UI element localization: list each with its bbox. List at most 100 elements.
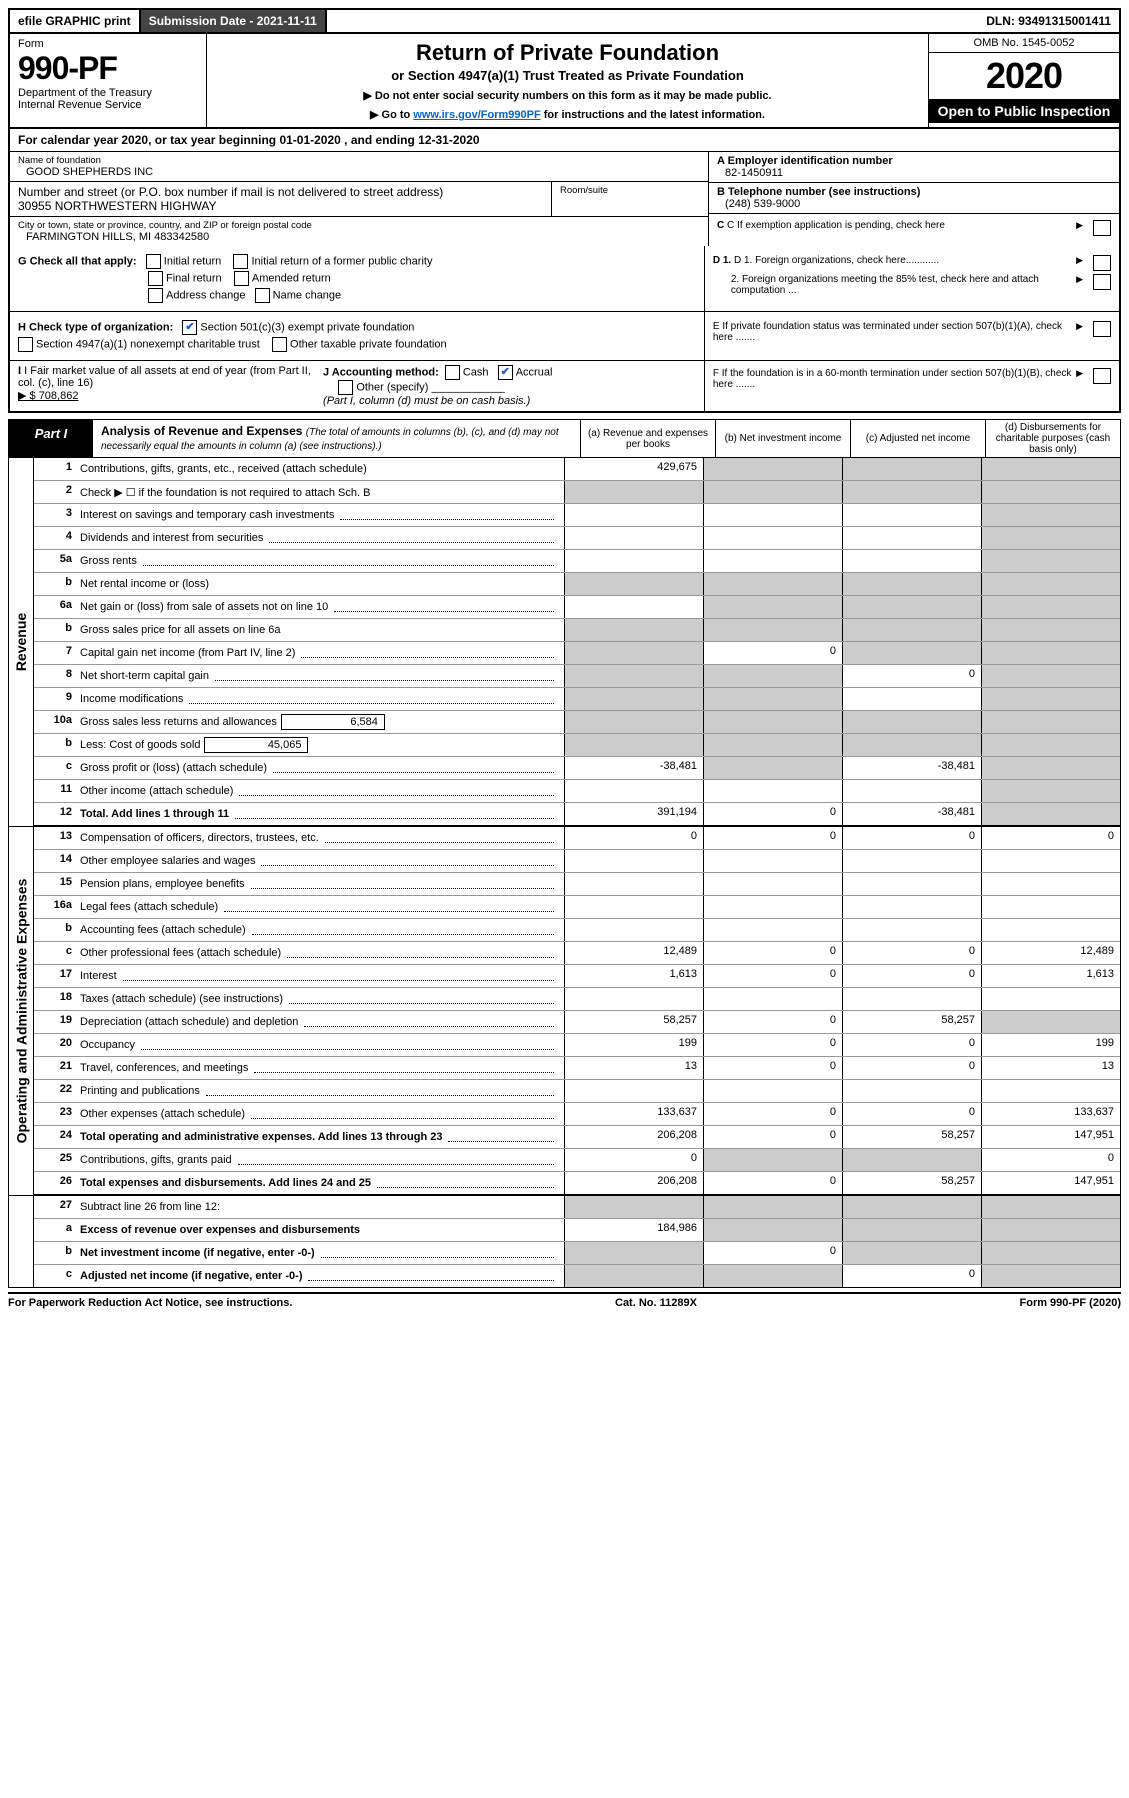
table-row: 8Net short-term capital gain0 bbox=[34, 665, 1120, 688]
checkbox-accrual[interactable] bbox=[498, 365, 513, 380]
col-d-header: (d) Disbursements for charitable purpose… bbox=[986, 420, 1120, 457]
checkbox-final-return[interactable] bbox=[148, 271, 163, 286]
table-row: 25Contributions, gifts, grants paid00 bbox=[34, 1149, 1120, 1172]
checkbox-f[interactable] bbox=[1093, 368, 1111, 384]
room-suite-label: Room/suite bbox=[551, 182, 708, 216]
table-row: 18Taxes (attach schedule) (see instructi… bbox=[34, 988, 1120, 1011]
table-row: 15Pension plans, employee benefits bbox=[34, 873, 1120, 896]
checkbox-other-taxable[interactable] bbox=[272, 337, 287, 352]
e-label: E If private foundation status was termi… bbox=[713, 321, 1076, 343]
d2-label: 2. Foreign organizations meeting the 85%… bbox=[713, 274, 1076, 296]
f-label: F If the foundation is in a 60-month ter… bbox=[713, 368, 1076, 390]
checkbox-501c3[interactable] bbox=[182, 320, 197, 335]
entity-block: Name of foundation GOOD SHEPHERDS INC Nu… bbox=[8, 152, 1121, 246]
address: 30955 NORTHWESTERN HIGHWAY bbox=[18, 199, 543, 213]
calendar-year: For calendar year 2020, or tax year begi… bbox=[8, 129, 1121, 152]
checkbox-amended[interactable] bbox=[234, 271, 249, 286]
checkbox-initial-former[interactable] bbox=[233, 254, 248, 269]
form-subtitle: or Section 4947(a)(1) Trust Treated as P… bbox=[215, 68, 920, 83]
footer-cat: Cat. No. 11289X bbox=[615, 1297, 697, 1309]
expenses-table: Operating and Administrative Expenses 13… bbox=[8, 827, 1121, 1196]
table-row: bNet investment income (if negative, ent… bbox=[34, 1242, 1120, 1265]
form-number: 990-PF bbox=[18, 50, 198, 87]
checkbox-e[interactable] bbox=[1093, 321, 1111, 337]
instruction-1: ▶ Do not enter social security numbers o… bbox=[215, 89, 920, 102]
checkbox-c[interactable] bbox=[1093, 220, 1111, 236]
h-label: H Check type of organization: bbox=[18, 321, 173, 333]
table-row: 2Check ▶ ☐ if the foundation is not requ… bbox=[34, 481, 1120, 504]
table-row: 5aGross rents bbox=[34, 550, 1120, 573]
j-note: (Part I, column (d) must be on cash basi… bbox=[323, 395, 530, 407]
table-row: aExcess of revenue over expenses and dis… bbox=[34, 1219, 1120, 1242]
checkbox-address-change[interactable] bbox=[148, 288, 163, 303]
g-label: G Check all that apply: bbox=[18, 255, 137, 267]
table-row: bLess: Cost of goods sold45,065 bbox=[34, 734, 1120, 757]
table-row: 3Interest on savings and temporary cash … bbox=[34, 504, 1120, 527]
checkbox-other-method[interactable] bbox=[338, 380, 353, 395]
irs-link[interactable]: www.irs.gov/Form990PF bbox=[413, 109, 540, 121]
city-label: City or town, state or province, country… bbox=[18, 220, 700, 231]
table-row: 22Printing and publications bbox=[34, 1080, 1120, 1103]
checkbox-name-change[interactable] bbox=[255, 288, 270, 303]
irs-label: Internal Revenue Service bbox=[18, 99, 198, 111]
table-row: 12Total. Add lines 1 through 11391,1940-… bbox=[34, 803, 1120, 826]
checkbox-d2[interactable] bbox=[1093, 274, 1111, 290]
table-row: bNet rental income or (loss) bbox=[34, 573, 1120, 596]
checkbox-cash[interactable] bbox=[445, 365, 460, 380]
dept-treasury: Department of the Treasury bbox=[18, 87, 198, 99]
expenses-side-label: Operating and Administrative Expenses bbox=[9, 827, 34, 1195]
i-value: ▶ $ 708,862 bbox=[18, 390, 78, 402]
page-footer: For Paperwork Reduction Act Notice, see … bbox=[8, 1292, 1121, 1309]
foundation-name-label: Name of foundation bbox=[18, 155, 700, 166]
instruction-2: ▶ Go to www.irs.gov/Form990PF for instru… bbox=[215, 108, 920, 121]
open-inspection: Open to Public Inspection bbox=[929, 99, 1119, 123]
address-label: Number and street (or P.O. box number if… bbox=[18, 185, 543, 199]
part1-header: Part I Analysis of Revenue and Expenses … bbox=[8, 419, 1121, 458]
revenue-table: Revenue 1Contributions, gifts, grants, e… bbox=[8, 458, 1121, 827]
table-row: 20Occupancy19900199 bbox=[34, 1034, 1120, 1057]
table-row: 9Income modifications bbox=[34, 688, 1120, 711]
tax-year: 2020 bbox=[929, 53, 1119, 99]
part1-title: Analysis of Revenue and Expenses bbox=[101, 424, 302, 438]
omb-number: OMB No. 1545-0052 bbox=[929, 34, 1119, 53]
table-row: 10aGross sales less returns and allowanc… bbox=[34, 711, 1120, 734]
table-row: cOther professional fees (attach schedul… bbox=[34, 942, 1120, 965]
checkbox-initial-return[interactable] bbox=[146, 254, 161, 269]
table-row: 27Subtract line 26 from line 12: bbox=[34, 1196, 1120, 1219]
table-row: 23Other expenses (attach schedule)133,63… bbox=[34, 1103, 1120, 1126]
table-row: bAccounting fees (attach schedule) bbox=[34, 919, 1120, 942]
table-row: 6aNet gain or (loss) from sale of assets… bbox=[34, 596, 1120, 619]
table-row: 14Other employee salaries and wages bbox=[34, 850, 1120, 873]
table-row: 7Capital gain net income (from Part IV, … bbox=[34, 642, 1120, 665]
foundation-name: GOOD SHEPHERDS INC bbox=[18, 166, 700, 178]
table-row: 1Contributions, gifts, grants, etc., rec… bbox=[34, 458, 1120, 481]
table-row: 21Travel, conferences, and meetings13001… bbox=[34, 1057, 1120, 1080]
i-label: I Fair market value of all assets at end… bbox=[18, 365, 311, 389]
city-state-zip: FARMINGTON HILLS, MI 483342580 bbox=[18, 231, 700, 243]
top-bar: efile GRAPHIC print Submission Date - 20… bbox=[8, 8, 1121, 34]
table-row: 16aLegal fees (attach schedule) bbox=[34, 896, 1120, 919]
footer-form: Form 990-PF (2020) bbox=[1020, 1297, 1121, 1309]
table-row: 26Total expenses and disbursements. Add … bbox=[34, 1172, 1120, 1195]
section-g-d: G Check all that apply: Initial return I… bbox=[8, 246, 1121, 312]
efile-label: efile GRAPHIC print bbox=[10, 10, 141, 32]
d1-label: D 1. D 1. Foreign organizations, check h… bbox=[713, 255, 1076, 266]
part1-label: Part I bbox=[9, 420, 93, 457]
revenue-side-label: Revenue bbox=[9, 458, 34, 826]
submission-date: Submission Date - 2021-11-11 bbox=[141, 10, 327, 32]
table-row: 17Interest1,613001,613 bbox=[34, 965, 1120, 988]
table-row: 11Other income (attach schedule) bbox=[34, 780, 1120, 803]
table-row: 24Total operating and administrative exp… bbox=[34, 1126, 1120, 1149]
section-i-j-f: I I Fair market value of all assets at e… bbox=[8, 361, 1121, 413]
checkbox-d1[interactable] bbox=[1093, 255, 1111, 271]
table-row: 4Dividends and interest from securities bbox=[34, 527, 1120, 550]
table-row: bGross sales price for all assets on lin… bbox=[34, 619, 1120, 642]
checkbox-4947a1[interactable] bbox=[18, 337, 33, 352]
table-row: cGross profit or (loss) (attach schedule… bbox=[34, 757, 1120, 780]
section-h: H Check type of organization: Section 50… bbox=[8, 312, 1121, 361]
footer-left: For Paperwork Reduction Act Notice, see … bbox=[8, 1297, 292, 1309]
dln: DLN: 93491315001411 bbox=[978, 10, 1119, 32]
ein: 82-1450911 bbox=[717, 167, 1111, 179]
form-label: Form bbox=[18, 38, 198, 50]
col-a-header: (a) Revenue and expenses per books bbox=[581, 420, 716, 457]
